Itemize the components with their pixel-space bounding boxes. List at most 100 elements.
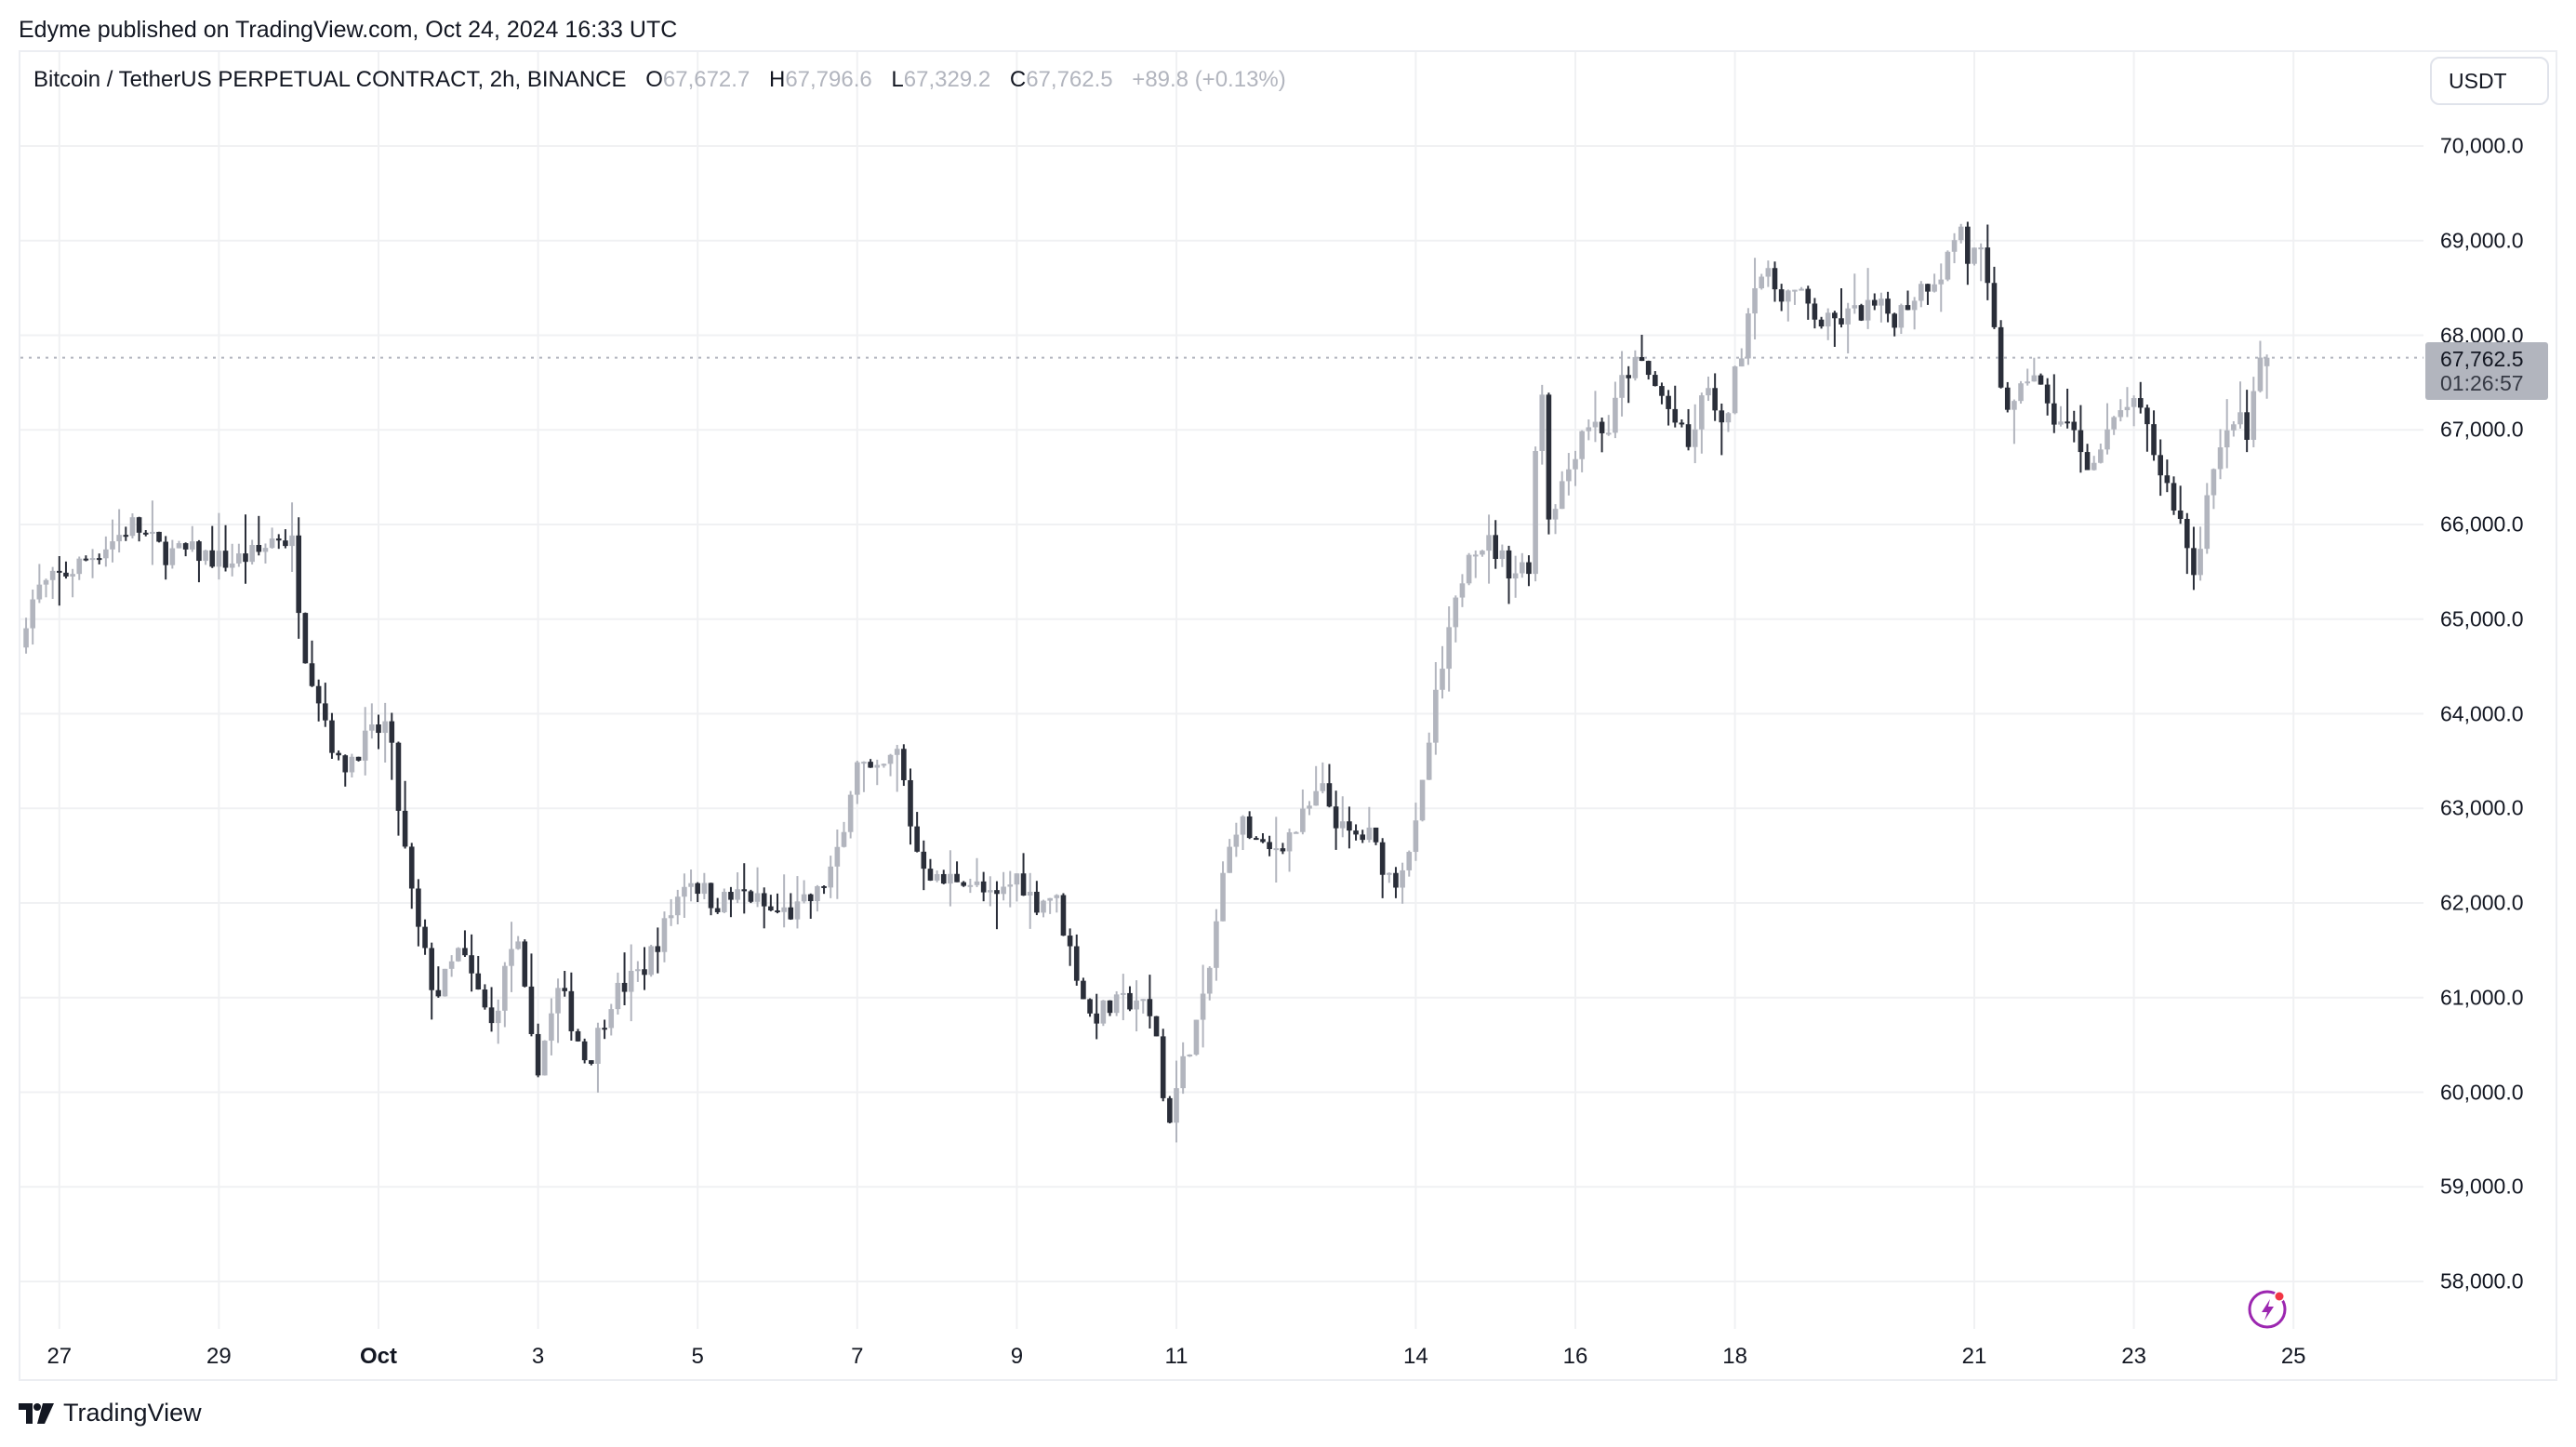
candle-body[interactable] [589, 1060, 594, 1064]
candle-body[interactable] [921, 851, 927, 870]
candle-body[interactable] [395, 742, 402, 811]
candle-body[interactable] [70, 574, 75, 577]
candle-body[interactable] [1998, 326, 2004, 388]
candle-body[interactable] [1366, 827, 1373, 841]
candle-body[interactable] [1267, 842, 1272, 850]
candle-body[interactable] [1107, 1000, 1113, 1014]
candle-body[interactable] [1599, 421, 1605, 433]
candle-body[interactable] [2018, 383, 2024, 402]
candle-body[interactable] [1147, 999, 1153, 1016]
candle-body[interactable] [1027, 891, 1033, 896]
candle-body[interactable] [2204, 495, 2211, 550]
tradingview-logo[interactable]: TradingView [19, 1399, 202, 1427]
candle-body[interactable] [549, 1013, 554, 1042]
candle-body[interactable] [1991, 283, 1998, 327]
candle-body[interactable] [1778, 289, 1785, 302]
candle-body[interactable] [1180, 1055, 1186, 1089]
candle-body[interactable] [1060, 895, 1067, 936]
candle-body[interactable] [994, 890, 1000, 895]
candle-body[interactable] [887, 754, 894, 764]
candle-body[interactable] [2038, 375, 2044, 385]
candle-body[interactable] [1885, 299, 1891, 314]
candle-body[interactable] [2004, 387, 2011, 410]
candle-body[interactable] [256, 545, 262, 552]
candle-body[interactable] [1978, 247, 1984, 250]
candle-body[interactable] [1014, 873, 1020, 885]
candle-body[interactable] [342, 755, 349, 773]
candle-body[interactable] [695, 883, 700, 895]
candle-body[interactable] [794, 901, 801, 920]
candle-body[interactable] [1818, 319, 1825, 327]
candle-body[interactable] [1852, 305, 1858, 309]
candle-body[interactable] [821, 885, 827, 888]
candle-body[interactable] [129, 517, 136, 537]
candle-body[interactable] [1672, 408, 1679, 423]
candle-body[interactable] [269, 538, 275, 549]
candle-body[interactable] [807, 894, 814, 902]
candle-body[interactable] [422, 926, 428, 949]
candle-body[interactable] [741, 889, 748, 892]
candle-body[interactable] [768, 906, 774, 911]
candle-body[interactable] [2105, 429, 2110, 450]
candle-body[interactable] [1632, 356, 1639, 378]
candle-body[interactable] [1666, 395, 1671, 409]
candle-body[interactable] [1293, 831, 1299, 834]
candle-body[interactable] [1187, 1055, 1193, 1057]
candle-body[interactable] [1653, 375, 1658, 387]
candle-body[interactable] [1566, 469, 1572, 482]
candle-body[interactable] [1020, 873, 1027, 896]
candle-body[interactable] [2124, 406, 2131, 411]
candle-body[interactable] [2264, 357, 2270, 366]
candle-body[interactable] [136, 517, 142, 533]
candle-body[interactable] [369, 724, 375, 731]
candle-body[interactable] [302, 613, 309, 664]
candle-body[interactable] [116, 535, 122, 542]
candle-body[interactable] [1965, 226, 1971, 264]
candle-body[interactable] [1472, 554, 1479, 557]
candle-body[interactable] [1626, 375, 1631, 378]
candle-body[interactable] [1719, 410, 1725, 423]
candle-body[interactable] [1041, 900, 1046, 913]
candle-body[interactable] [1160, 1036, 1166, 1098]
candle-body[interactable] [1645, 361, 1652, 376]
candle-body[interactable] [1240, 816, 1246, 835]
candle-body[interactable] [2065, 421, 2070, 424]
candle-body[interactable] [275, 538, 282, 541]
candle-body[interactable] [754, 893, 761, 902]
candle-body[interactable] [1659, 386, 1665, 396]
candle-body[interactable] [1280, 848, 1286, 852]
candle-body[interactable] [123, 535, 129, 538]
candle-body[interactable] [2237, 412, 2243, 425]
candle-body[interactable] [648, 946, 654, 976]
candle-body[interactable] [349, 756, 355, 773]
candle-body[interactable] [2137, 398, 2144, 408]
candle-body[interactable] [1459, 583, 1466, 598]
candle-body[interactable] [1047, 897, 1053, 901]
candle-body[interactable] [722, 892, 727, 912]
candle-body[interactable] [1692, 429, 1698, 447]
candle-body[interactable] [509, 949, 514, 966]
candle-body[interactable] [2091, 462, 2097, 471]
candle-body[interactable] [429, 948, 434, 990]
candle-body[interactable] [2151, 424, 2157, 456]
candle-body[interactable] [376, 724, 381, 734]
candle-body[interactable] [1400, 870, 1405, 888]
candle-body[interactable] [668, 915, 674, 919]
candle-body[interactable] [2251, 391, 2257, 440]
candle-body[interactable] [661, 918, 668, 952]
candle-body[interactable] [1167, 1097, 1173, 1123]
candle-body[interactable] [2257, 357, 2264, 392]
candle-body[interactable] [196, 541, 202, 562]
candle-body[interactable] [841, 831, 847, 847]
candle-body[interactable] [1220, 872, 1226, 922]
candle-body[interactable] [635, 969, 641, 972]
candle-body[interactable] [940, 873, 947, 884]
candle-body[interactable] [974, 881, 980, 885]
candle-body[interactable] [1559, 481, 1565, 510]
candle-body[interactable] [1746, 313, 1751, 359]
candle-body[interactable] [488, 1007, 495, 1024]
candle-body[interactable] [1453, 597, 1459, 628]
candle-body[interactable] [1579, 431, 1585, 459]
candle-body[interactable] [1752, 287, 1758, 314]
